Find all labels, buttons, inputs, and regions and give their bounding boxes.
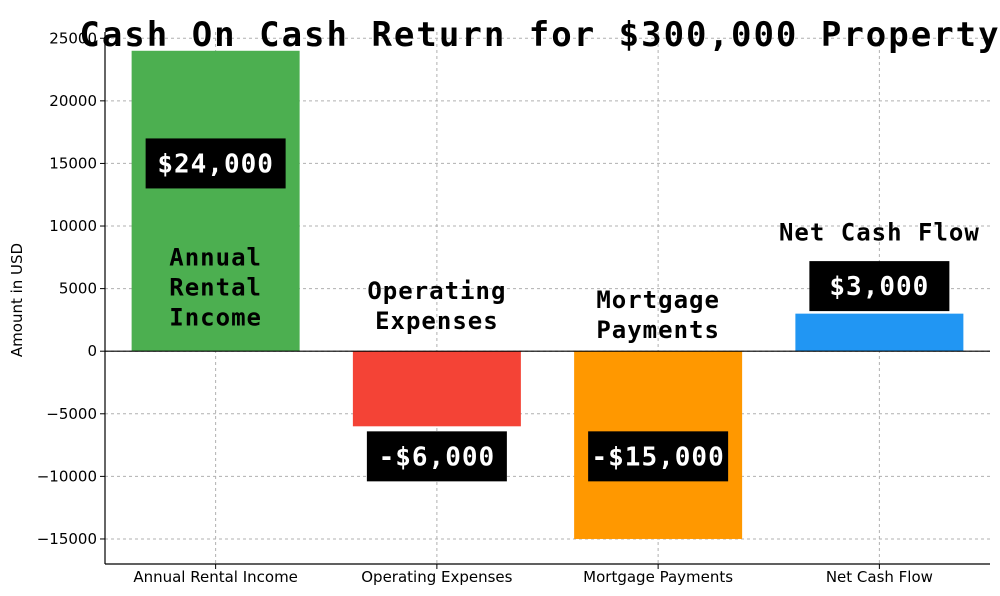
axes: 25000 20000 15000 10000 5000 0 −5000 −10000 −150… <box>37 29 990 586</box>
y-tick-label: −5000 <box>46 405 97 423</box>
y-tick-label: 25000 <box>49 29 97 47</box>
x-tick-label: Net Cash Flow <box>826 568 933 586</box>
y-tick-label: 20000 <box>49 92 97 110</box>
category-annotation: Net Cash Flow <box>779 218 980 246</box>
y-tick-label: −15000 <box>37 530 97 548</box>
chart-title: Cash On Cash Return for $300,000 Propert… <box>79 15 1000 55</box>
category-annotation: Mortgage <box>596 286 720 314</box>
category-annotation: Expenses <box>375 307 499 335</box>
category-annotation: Operating <box>367 277 506 305</box>
y-tick-label: −10000 <box>37 467 97 485</box>
value-label-box <box>588 431 729 482</box>
bar-2 <box>352 351 521 427</box>
category-annotation: Rental <box>169 273 262 301</box>
value-label: $24,000 <box>157 149 274 179</box>
x-tick-label: Operating Expenses <box>361 568 512 586</box>
category-annotation: Annual <box>169 243 262 271</box>
value-label: -$6,000 <box>379 442 496 472</box>
bar-1 <box>131 50 300 352</box>
value-label: -$15,000 <box>592 442 725 472</box>
value-label: $3,000 <box>829 272 929 302</box>
value-label-box <box>366 431 507 482</box>
y-tick-label: 15000 <box>49 154 97 172</box>
value-label-box <box>145 138 286 189</box>
value-label-box <box>809 261 950 312</box>
y-axis-label: Amount in USD <box>8 243 26 357</box>
bar-4 <box>795 313 964 352</box>
category-annotation: Payments <box>596 316 720 344</box>
y-tick-label: 5000 <box>59 280 97 298</box>
y-tick-label: 10000 <box>49 217 97 235</box>
x-tick-label: Annual Rental Income <box>133 568 298 586</box>
category-annotation: Income <box>169 303 262 331</box>
y-tick-label: 0 <box>87 342 97 360</box>
x-tick-label: Mortgage Payments <box>583 568 733 586</box>
